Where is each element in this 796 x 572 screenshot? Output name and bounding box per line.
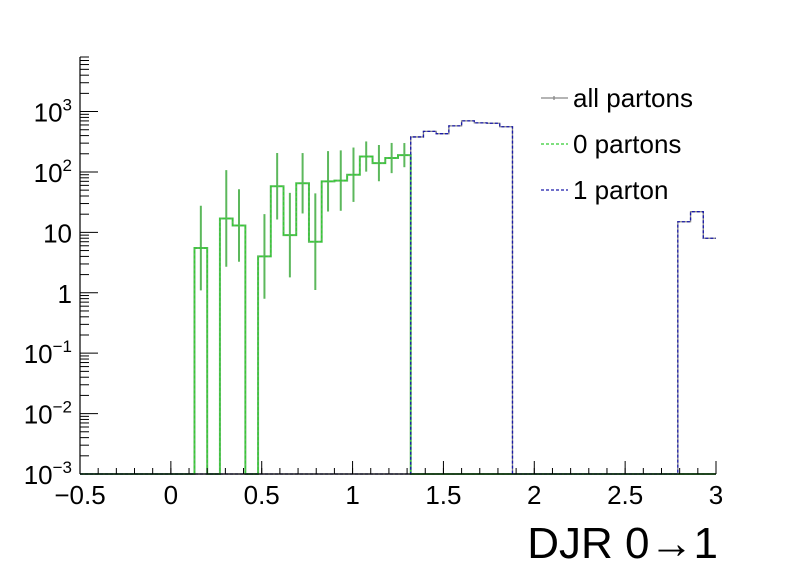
y-tick-exponent: −2: [53, 398, 72, 417]
x-tick-label: 1: [345, 480, 359, 510]
y-tick-label: 102: [34, 156, 72, 188]
x-tick-label: −0.5: [54, 480, 105, 510]
legend-label-2: 1 parton: [573, 175, 668, 205]
y-tick-label: 10−2: [24, 398, 72, 430]
x-axis-title: DJR 0→1: [527, 519, 718, 568]
legend-label-1: 0 partons: [573, 129, 681, 159]
y-tick-base: 10: [24, 460, 53, 490]
axes-frame: [79, 57, 716, 475]
legend: all partons 0 partons 1 parton: [541, 83, 693, 205]
x-tick-label: 2: [527, 480, 541, 510]
y-tick-exponent: −1: [53, 337, 72, 356]
y-tick-label: 1: [58, 279, 72, 309]
y-tick-base: 10: [34, 158, 63, 188]
y-tick-label: 103: [34, 96, 72, 128]
y-tick-label: 10−3: [24, 458, 72, 490]
y-tick-label: 10−1: [24, 337, 72, 369]
y-tick-base: 10: [24, 339, 53, 369]
y-tick-exponent: 2: [63, 156, 72, 175]
y-tick-label: 10: [43, 218, 72, 248]
x-tick-label: 3: [709, 480, 723, 510]
y-tick-exponent: 3: [63, 96, 72, 115]
legend-label-0: all partons: [573, 83, 693, 113]
y-tick-base: 10: [34, 98, 63, 128]
y-tick-exponent: −3: [53, 458, 72, 477]
x-tick-label: 0: [164, 480, 178, 510]
y-tick-base: 10: [24, 400, 53, 430]
x-tick-label: 2.5: [607, 480, 643, 510]
x-tick-label: 1.5: [425, 480, 461, 510]
x-tick-label: 0.5: [244, 480, 280, 510]
x-axis-ticks: −0.5 0 0.5 1 1.5 2 2.5 3: [54, 461, 723, 510]
